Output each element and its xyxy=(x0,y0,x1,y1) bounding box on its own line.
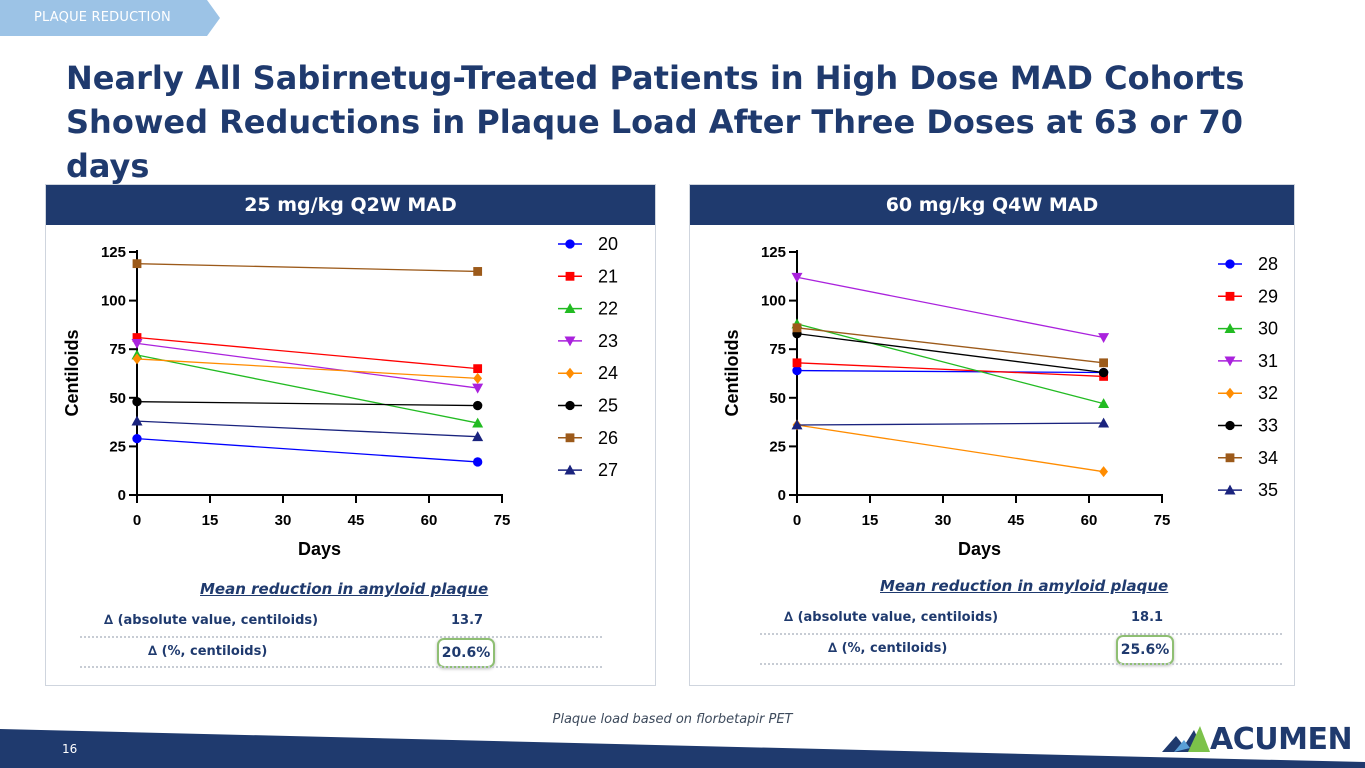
divider xyxy=(760,663,1282,665)
pct-value-highlight: 20.6% xyxy=(437,638,495,668)
abs-label: ∆ (absolute value, centiloids) xyxy=(104,613,319,628)
pct-label: ∆ (%, centiloids) xyxy=(828,641,948,656)
pct-label: ∆ (%, centiloids) xyxy=(148,644,268,659)
section-tag: PLAQUE REDUCTION xyxy=(0,0,220,36)
acumen-logo-icon xyxy=(1162,726,1210,752)
summary-title: Mean reduction in amyloid plaque xyxy=(200,580,489,598)
abs-label: ∆ (absolute value, centiloids) xyxy=(784,610,999,625)
logo-text: ACUMEN xyxy=(1210,722,1353,757)
page-title: Nearly All Sabirnetug-Treated Patients i… xyxy=(66,59,1245,185)
panel-header: 25 mg/kg Q2W MAD xyxy=(46,185,655,225)
divider xyxy=(80,636,602,638)
panel-60mg: 60 mg/kg Q4W MAD xyxy=(689,184,1295,686)
abs-value: 18.1 xyxy=(1131,610,1164,625)
footnote: Plaque load based on florbetapir PET xyxy=(552,712,793,727)
divider xyxy=(80,666,602,668)
panel-25mg: 25 mg/kg Q2W MAD xyxy=(45,184,656,686)
panel-header: 60 mg/kg Q4W MAD xyxy=(690,185,1294,225)
divider xyxy=(760,633,1282,635)
abs-value: 13.7 xyxy=(451,613,484,628)
summary-title: Mean reduction in amyloid plaque xyxy=(880,577,1169,595)
page-number: 16 xyxy=(62,742,78,756)
pct-value-highlight: 25.6% xyxy=(1116,635,1174,665)
